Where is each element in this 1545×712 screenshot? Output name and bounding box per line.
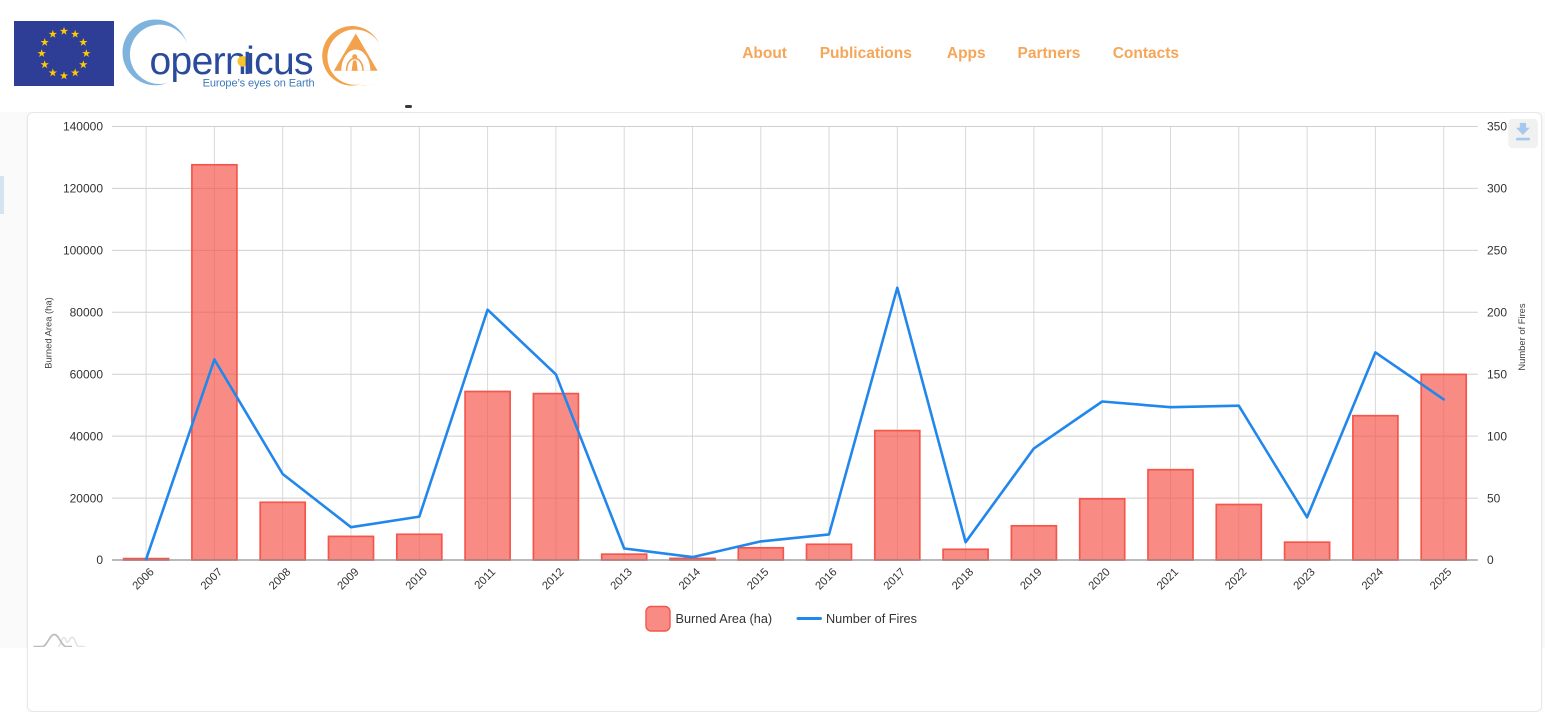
svg-text:2015: 2015	[745, 566, 771, 592]
svg-text:2020: 2020	[1087, 566, 1113, 592]
svg-text:2013: 2013	[609, 566, 635, 592]
svg-text:100: 100	[1487, 429, 1507, 443]
svg-text:150: 150	[1487, 367, 1507, 381]
svg-text:20000: 20000	[70, 491, 104, 505]
svg-text:0: 0	[96, 553, 103, 567]
svg-text:2016: 2016	[813, 566, 839, 592]
svg-text:2010: 2010	[404, 566, 430, 592]
svg-text:Burned Area (ha): Burned Area (ha)	[676, 612, 773, 626]
svg-text:2007: 2007	[199, 566, 225, 592]
svg-text:2021: 2021	[1155, 566, 1181, 592]
svg-text:Number of Fires: Number of Fires	[1516, 303, 1527, 371]
svg-text:2018: 2018	[950, 566, 976, 592]
svg-text:2006: 2006	[130, 566, 156, 592]
svg-text:2014: 2014	[677, 566, 703, 592]
svg-text:2022: 2022	[1223, 566, 1249, 592]
svg-text:2012: 2012	[540, 566, 566, 592]
svg-text:120000: 120000	[63, 182, 103, 196]
svg-text:2009: 2009	[335, 566, 361, 592]
svg-text:2024: 2024	[1360, 566, 1386, 592]
svg-text:opernicus: opernicus	[150, 40, 314, 83]
svg-text:50: 50	[1487, 491, 1501, 505]
svg-text:60000: 60000	[70, 367, 104, 381]
svg-text:Burned Area (ha): Burned Area (ha)	[42, 297, 53, 368]
svg-text:300: 300	[1487, 182, 1507, 196]
svg-text:2011: 2011	[473, 566, 499, 592]
svg-text:80000: 80000	[70, 306, 104, 320]
svg-text:100000: 100000	[63, 244, 103, 258]
svg-text:2023: 2023	[1291, 566, 1317, 592]
svg-text:Number of Fires: Number of Fires	[826, 612, 917, 626]
svg-text:2019: 2019	[1018, 566, 1044, 592]
svg-text:350: 350	[1487, 120, 1507, 134]
svg-text:2017: 2017	[882, 566, 908, 592]
svg-text:200: 200	[1487, 306, 1507, 320]
svg-text:2025: 2025	[1428, 566, 1454, 592]
svg-text:140000: 140000	[63, 120, 103, 134]
svg-text:Europe’s eyes on Earth: Europe’s eyes on Earth	[203, 78, 315, 90]
svg-text:250: 250	[1487, 244, 1507, 258]
svg-text:40000: 40000	[70, 429, 104, 443]
svg-text:0: 0	[1487, 553, 1494, 567]
svg-text:2008: 2008	[267, 566, 293, 592]
